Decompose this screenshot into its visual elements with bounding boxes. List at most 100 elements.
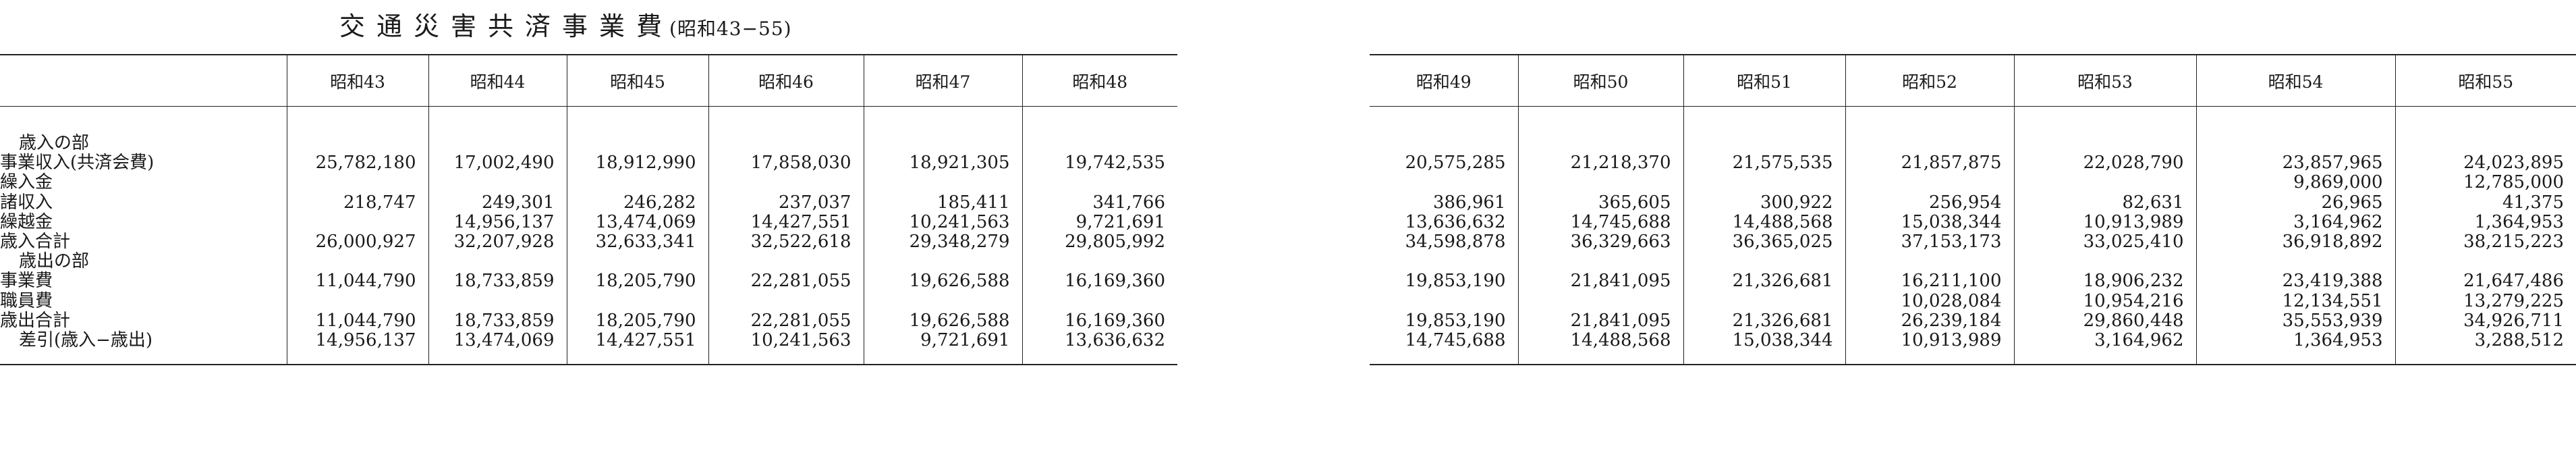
value-cell: 14,956,137	[428, 212, 567, 232]
value-cell: 22,028,790	[2013, 153, 2196, 174]
year-header: 昭和54	[2195, 54, 2395, 107]
value-cell	[2395, 134, 2576, 154]
value-cell: 38,215,223	[2395, 232, 2576, 253]
table-bottom-rule	[0, 350, 1177, 366]
value-cell	[1370, 173, 1518, 192]
table-row: 34,598,878 36,329,663 36,365,025 37,153,173…	[1370, 232, 2576, 253]
value-cell: 249,301	[428, 192, 567, 213]
value-cell: 14,488,568	[1517, 330, 1683, 351]
value-cell: 33,025,410	[2013, 232, 2196, 253]
value-cell: 17,858,030	[708, 153, 864, 174]
year-header: 昭和45	[566, 54, 708, 107]
value-cell: 13,279,225	[2395, 291, 2576, 311]
value-cell: 9,721,691	[863, 330, 1022, 351]
value-cell: 19,853,190	[1405, 271, 1506, 292]
right-header-row: 昭和49 昭和50 昭和51 昭和52 昭和53 昭和54 昭和55	[1370, 54, 2576, 107]
value-cell: 18,921,305	[863, 153, 1022, 174]
value-cell: 14,488,568	[1683, 212, 1845, 232]
table-row: 事業費 11,044,790 18,733,859 18,205,790 22,281,…	[0, 271, 1177, 292]
value-cell	[1845, 134, 2014, 154]
value-cell: 22,281,055	[708, 271, 864, 292]
value-cell: 10,913,989	[1845, 330, 2014, 351]
table-row: 差引(歳入−歳出) 14,956,137 13,474,069 14,427,551 1…	[0, 329, 1177, 351]
bottom-cell	[1370, 350, 1518, 366]
value-cell: 16,211,100	[1845, 271, 2014, 292]
value-cell: 11,044,790	[286, 311, 428, 331]
value-cell	[863, 134, 1022, 154]
value-cell: 1,364,953	[2195, 330, 2395, 351]
value-cell	[2013, 252, 2196, 272]
table-row: 職員費	[0, 291, 1177, 311]
value-cell	[286, 252, 428, 272]
value-cell: 37,153,173	[1845, 232, 2014, 253]
value-cell: 3,164,962	[2195, 212, 2395, 232]
year-header: 昭和48	[1021, 54, 1177, 107]
value-cell	[1845, 173, 2014, 193]
row-label: 事業費	[0, 271, 53, 292]
row-label: 諸収入	[0, 192, 53, 213]
value-cell	[286, 212, 428, 232]
value-cell	[2013, 173, 2196, 193]
value-cell: 41,375	[2395, 192, 2576, 213]
value-cell: 29,860,448	[2013, 311, 2196, 331]
bottom-cell	[1021, 350, 1177, 366]
table-row: 13,636,632 14,745,688 14,488,568 15,038,344…	[1370, 212, 2576, 232]
bottom-cell	[0, 350, 287, 366]
value-cell: 26,965	[2195, 192, 2395, 213]
value-cell: 35,553,939	[2195, 311, 2395, 331]
value-cell	[1517, 252, 1683, 272]
value-cell	[2395, 252, 2576, 272]
value-cell: 19,626,588	[863, 271, 1022, 292]
value-cell: 21,326,681	[1683, 311, 1845, 331]
value-cell: 1,364,953	[2395, 212, 2576, 232]
value-cell	[1517, 291, 1683, 311]
value-cell: 19,626,588	[863, 311, 1022, 331]
value-cell: 23,419,388	[2195, 271, 2395, 292]
value-cell: 34,598,878	[1405, 232, 1506, 253]
value-cell: 10,954,216	[2013, 291, 2196, 311]
table-bottom-rule	[1370, 350, 2576, 366]
year-header: 昭和49	[1370, 54, 1518, 107]
value-cell: 256,954	[1845, 192, 2014, 213]
value-cell	[428, 291, 567, 311]
value-cell: 32,633,341	[566, 232, 708, 253]
bottom-cell	[566, 350, 708, 366]
value-cell: 9,721,691	[1021, 212, 1177, 232]
value-cell	[708, 252, 864, 272]
year-header: 昭和47	[863, 54, 1022, 107]
value-cell: 15,038,344	[1845, 212, 2014, 232]
spacer-cell	[2195, 106, 2395, 134]
value-cell	[863, 173, 1022, 193]
value-cell	[1021, 291, 1177, 311]
table-row: 歳出合計 11,044,790 18,733,859 18,205,790 22,281…	[0, 311, 1177, 331]
row-label: 繰入金	[0, 172, 53, 193]
value-cell: 82,631	[2013, 192, 2196, 213]
spacer-cell	[566, 106, 708, 134]
table-row: 歳入の部	[0, 134, 1177, 154]
page-title: 交通災害共済事業費(昭和43−55)	[339, 5, 792, 43]
value-cell: 21,575,535	[1683, 153, 1845, 174]
value-cell: 26,239,184	[1845, 311, 2014, 331]
value-cell: 14,745,688	[1405, 329, 1506, 350]
value-cell: 18,733,859	[428, 311, 567, 331]
value-cell	[286, 173, 428, 193]
value-cell: 365,605	[1517, 192, 1683, 213]
year-header: 昭和55	[2395, 54, 2576, 107]
value-cell	[1517, 134, 1683, 154]
value-cell	[708, 173, 864, 193]
bottom-cell	[1517, 350, 1683, 366]
value-cell: 17,002,490	[428, 153, 567, 174]
value-cell	[1683, 173, 1845, 193]
value-cell: 13,636,632	[1021, 330, 1177, 351]
value-cell: 12,134,551	[2195, 291, 2395, 311]
left-label-header	[0, 54, 287, 107]
value-cell: 386,961	[1432, 192, 1506, 213]
row-label: 差引(歳入−歳出)	[19, 329, 153, 350]
value-cell: 13,474,069	[566, 212, 708, 232]
value-cell: 16,169,360	[1021, 311, 1177, 331]
value-cell: 19,742,535	[1021, 153, 1177, 174]
row-label: 事業収入(共済会費)	[0, 153, 155, 174]
value-cell: 18,733,859	[428, 271, 567, 292]
value-cell	[286, 134, 428, 154]
row-label: 歳入合計	[0, 232, 71, 253]
